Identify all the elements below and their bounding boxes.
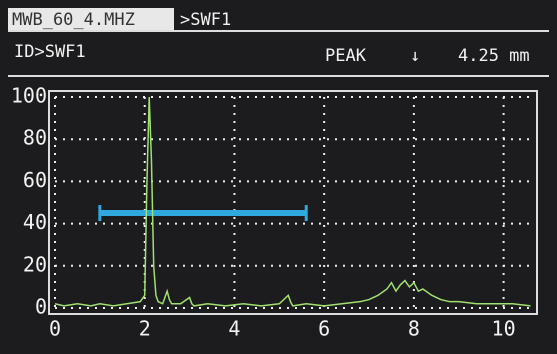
page: {"header": {"probe": "MWB_60_4.MHZ", "fi… <box>0 0 557 354</box>
mode-label: PEAK <box>325 46 367 66</box>
x-tick-label: 10 <box>492 317 516 341</box>
x-tick-label: 0 <box>49 317 61 341</box>
reading-label: 4.25 mm <box>458 46 530 66</box>
id-label: ID>SWF1 <box>14 42 86 62</box>
y-tick-label: 40 <box>23 210 47 234</box>
y-tick-label: 0 <box>35 295 47 319</box>
x-tick-label: 2 <box>139 317 151 341</box>
x-tick-label: 4 <box>228 317 240 341</box>
y-tick-label: 60 <box>23 168 47 192</box>
y-tick-label: 100 <box>11 84 47 108</box>
y-tick-label: 20 <box>23 252 47 276</box>
screen: MWB_60_4.MHZ >SWF1 ID>SWF1 PEAK ↓ 4.25 m… <box>0 0 557 354</box>
x-tick-label: 8 <box>408 317 420 341</box>
arrow-label: ↓ <box>410 46 420 66</box>
x-tick-label: 6 <box>318 317 330 341</box>
probe-label: MWB_60_4.MHZ <box>12 10 135 30</box>
y-tick-label: 80 <box>23 126 47 150</box>
file-label: >SWF1 <box>180 10 231 30</box>
